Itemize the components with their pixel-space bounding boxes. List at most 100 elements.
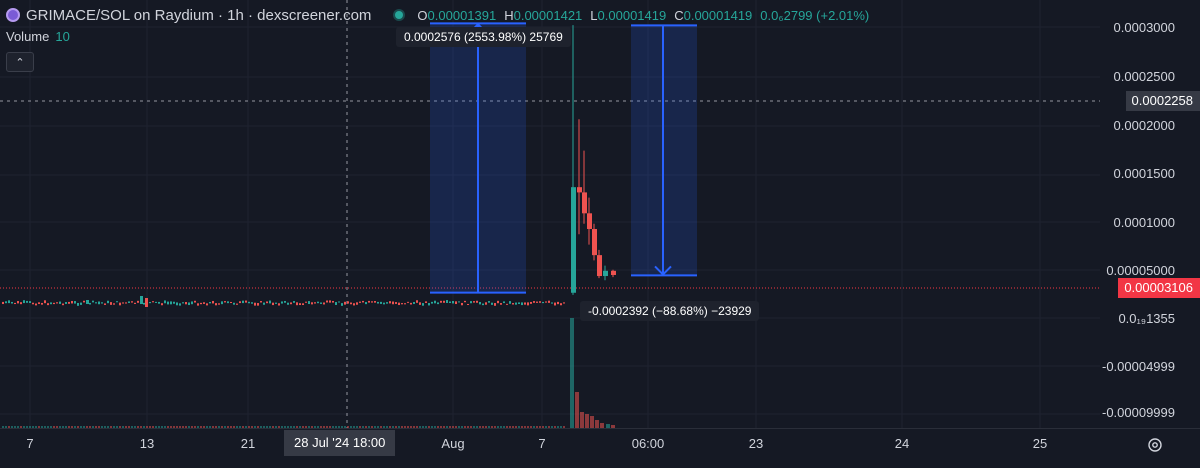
candle bbox=[464, 300, 466, 303]
volume-bar bbox=[239, 426, 241, 428]
price-axis-label: 0.0001500 bbox=[1114, 166, 1175, 181]
volume-bar bbox=[230, 426, 232, 428]
volume-bar bbox=[179, 426, 181, 428]
volume-bar bbox=[254, 426, 256, 428]
candle bbox=[479, 301, 481, 305]
candle bbox=[506, 303, 508, 305]
candle bbox=[161, 303, 163, 306]
volume-bar bbox=[503, 426, 505, 428]
candle bbox=[524, 302, 526, 305]
settings-gear-icon[interactable] bbox=[1146, 436, 1164, 454]
volume-bar bbox=[506, 426, 508, 428]
volume-bar bbox=[356, 426, 358, 428]
candle bbox=[494, 303, 496, 306]
volume-bar bbox=[71, 426, 73, 428]
candle bbox=[245, 300, 247, 303]
candle bbox=[548, 300, 550, 303]
candle bbox=[125, 302, 127, 304]
volume-bar bbox=[500, 426, 502, 428]
volume-bar bbox=[386, 426, 388, 428]
measure-down-callout: -0.0002392 (−88.68%) −23929 bbox=[580, 301, 760, 321]
candle bbox=[458, 301, 460, 303]
volume-bar bbox=[595, 420, 599, 428]
candle bbox=[290, 302, 292, 305]
volume-bar bbox=[539, 426, 541, 428]
measure-down-arrowhead bbox=[654, 265, 672, 276]
candle bbox=[344, 301, 346, 305]
candle bbox=[410, 302, 412, 305]
volume-bars bbox=[2, 318, 615, 428]
candle bbox=[227, 301, 229, 304]
candle bbox=[329, 300, 331, 303]
volume-bar bbox=[404, 426, 406, 428]
time-axis: 7 13 21 Aug 7 06:00 23 24 25 bbox=[26, 436, 1047, 451]
candle bbox=[35, 303, 37, 306]
candle bbox=[224, 301, 226, 303]
volume-bar bbox=[341, 426, 343, 428]
candle bbox=[473, 301, 475, 303]
candle bbox=[323, 302, 325, 305]
time-axis-label: 7 bbox=[538, 436, 545, 451]
candle bbox=[395, 302, 397, 304]
volume-bar bbox=[428, 426, 430, 428]
volume-bar bbox=[119, 426, 121, 428]
volume-bar bbox=[95, 426, 97, 428]
candle bbox=[317, 301, 319, 304]
volume-bar bbox=[536, 426, 538, 428]
collapse-legend-button[interactable]: ⌃ bbox=[6, 52, 34, 72]
volume-bar bbox=[377, 426, 379, 428]
volume-bar bbox=[407, 426, 409, 428]
volume-bar bbox=[152, 426, 154, 428]
volume-label: Volume bbox=[6, 29, 50, 44]
candle bbox=[335, 302, 337, 305]
volume-bar bbox=[374, 426, 376, 428]
candle bbox=[107, 300, 109, 304]
volume-bar bbox=[590, 416, 594, 428]
volume-bar bbox=[554, 426, 556, 428]
volume-bar bbox=[446, 426, 448, 428]
candle bbox=[431, 301, 433, 304]
candle bbox=[305, 301, 307, 303]
volume-bar bbox=[611, 425, 615, 428]
ohlc-high: H0.00001421 bbox=[504, 7, 583, 23]
candle bbox=[80, 302, 82, 305]
volume-bar bbox=[293, 426, 295, 428]
candle bbox=[377, 301, 379, 304]
candle bbox=[455, 301, 457, 305]
candle bbox=[434, 300, 436, 304]
volume-bar bbox=[170, 426, 172, 428]
volume-bar bbox=[260, 426, 262, 428]
candle bbox=[83, 300, 85, 303]
candle bbox=[50, 302, 52, 305]
candle bbox=[563, 302, 565, 304]
candle bbox=[299, 303, 301, 306]
volume-bar bbox=[221, 426, 223, 428]
candle bbox=[44, 300, 46, 304]
candle bbox=[560, 303, 562, 306]
volume-bar bbox=[575, 392, 579, 428]
volume-bar bbox=[203, 426, 205, 428]
candle bbox=[476, 300, 478, 303]
volume-bar bbox=[68, 426, 70, 428]
candle bbox=[374, 301, 376, 303]
volume-bar bbox=[494, 426, 496, 428]
volume-bar bbox=[585, 414, 589, 428]
candle-body bbox=[592, 228, 597, 256]
candle bbox=[551, 302, 553, 304]
volume-bar bbox=[392, 426, 394, 428]
volume-bar bbox=[122, 426, 124, 428]
time-axis-label: 06:00 bbox=[632, 436, 665, 451]
candle bbox=[86, 300, 89, 304]
candle bbox=[179, 303, 181, 306]
volume-bar bbox=[155, 426, 157, 428]
volume-bar bbox=[580, 412, 584, 428]
volume-bar bbox=[116, 426, 118, 428]
candle bbox=[191, 301, 193, 305]
candle bbox=[407, 301, 409, 303]
candle bbox=[29, 301, 31, 303]
candle bbox=[62, 303, 64, 306]
candle bbox=[422, 303, 424, 306]
volume-bar bbox=[606, 424, 610, 428]
